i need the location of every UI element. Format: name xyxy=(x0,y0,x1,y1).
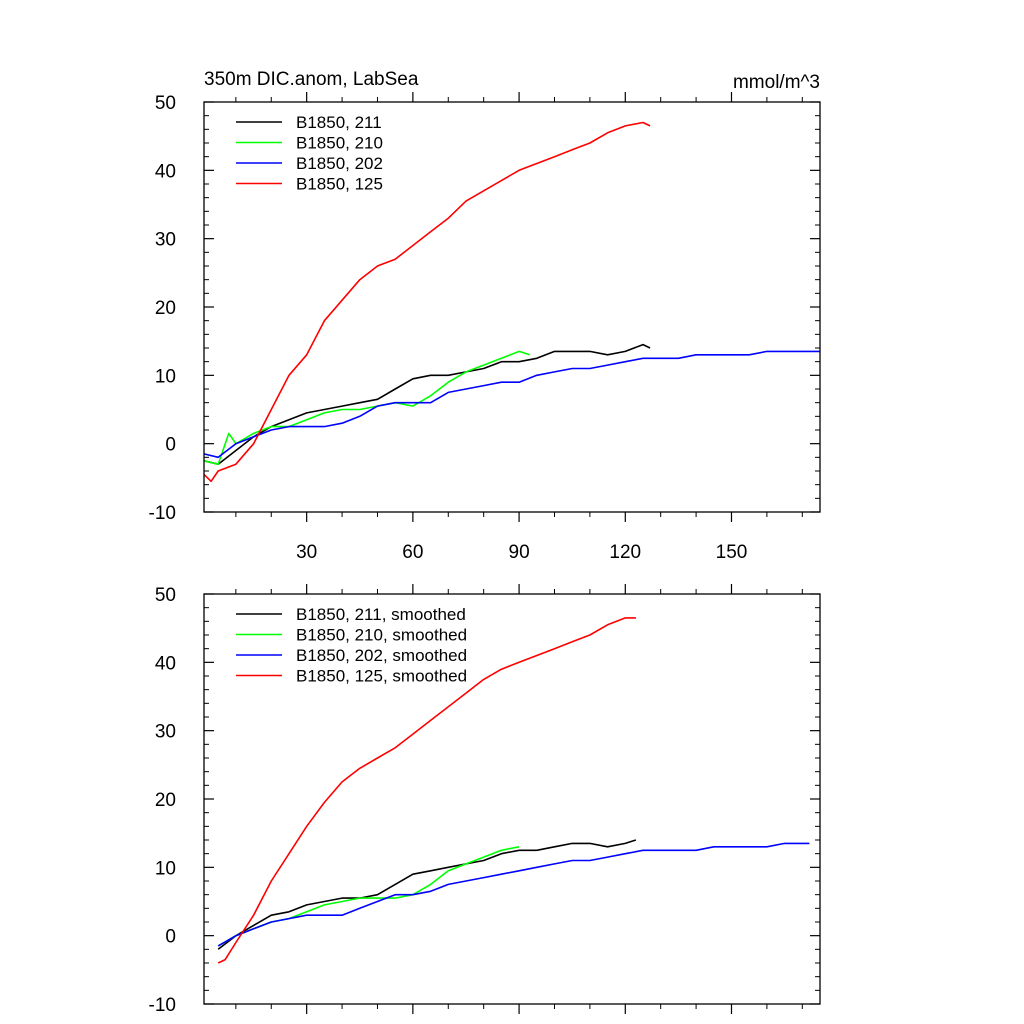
bottom-y-tick-label-5: 40 xyxy=(155,653,176,674)
top-series-line-1 xyxy=(203,350,530,466)
bottom-y-tick-label-3: 20 xyxy=(155,790,176,811)
top-series-line-0 xyxy=(203,343,651,466)
bottom-legend-label-0: B1850, 211, smoothed xyxy=(296,605,466,624)
top-legend-label-0: B1850, 211 xyxy=(296,113,382,132)
top-x-tick-label-0: 30 xyxy=(296,542,317,563)
top-y-tick-label-0: -10 xyxy=(149,503,176,524)
top-series-line-2 xyxy=(203,350,820,459)
bottom-legend-label-3: B1850, 125, smoothed xyxy=(296,667,467,686)
bottom-legend-label-1: B1850, 210, smoothed xyxy=(296,626,467,645)
bottom-y-tick-label-1: 0 xyxy=(165,927,176,948)
bottom-series-line-3 xyxy=(217,617,636,964)
top-x-tick-label-3: 120 xyxy=(609,542,641,563)
bottom-y-tick-label-4: 30 xyxy=(155,722,176,743)
bottom-y-tick-label-6: 50 xyxy=(155,585,176,606)
top-y-tick-label-3: 20 xyxy=(155,298,176,319)
bottom-y-tick-label-2: 10 xyxy=(155,858,176,879)
bottom-series-line-0 xyxy=(217,839,637,950)
bottom-y-tick-label-0: -10 xyxy=(149,995,176,1016)
top-legend-label-2: B1850, 202 xyxy=(296,154,383,173)
top-x-tick-label-4: 150 xyxy=(716,542,748,563)
top-series-line-3 xyxy=(203,121,651,483)
top-panel: 350m DIC.anom, LabSea mmol/m^3 -10 0 10 20 3… xyxy=(149,69,821,563)
bottom-panel: -10 0 10 20 30 40 50 B1850, 211, smoothed B1850,… xyxy=(149,584,821,1016)
top-legend-label-3: B1850, 125 xyxy=(296,175,383,194)
top-panel-title: 350m DIC.anom, LabSea xyxy=(204,69,419,90)
bottom-series-line-2 xyxy=(217,842,810,947)
top-y-tick-label-4: 30 xyxy=(155,230,176,251)
top-y-tick-label-1: 0 xyxy=(165,435,176,456)
bottom-legend-label-2: B1850, 202, smoothed xyxy=(296,646,467,665)
top-x-tick-label-2: 90 xyxy=(509,542,530,563)
top-y-tick-label-5: 40 xyxy=(155,161,176,182)
top-x-tick-label-1: 60 xyxy=(402,542,423,563)
top-panel-units: mmol/m^3 xyxy=(733,72,820,93)
top-y-tick-label-6: 50 xyxy=(155,93,176,114)
top-legend-label-1: B1850, 210 xyxy=(296,134,383,153)
top-y-tick-label-2: 10 xyxy=(155,366,176,387)
